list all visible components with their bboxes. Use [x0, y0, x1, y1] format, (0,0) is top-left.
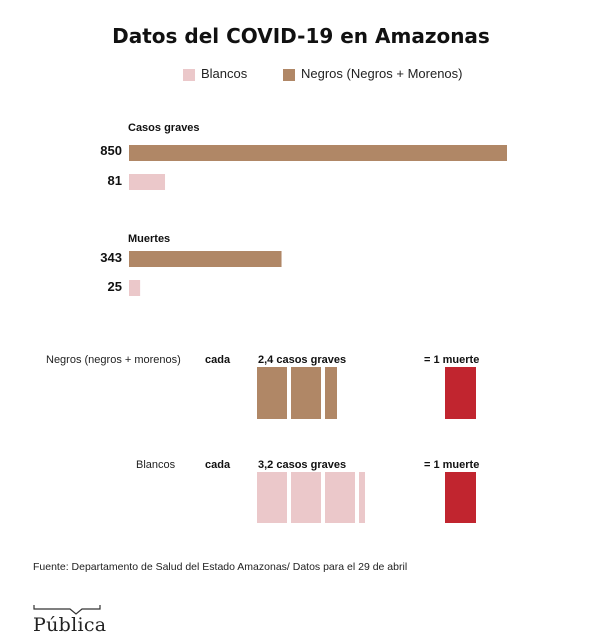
- death-unit-negros: [445, 367, 476, 419]
- case-unit-negros: [291, 367, 321, 419]
- case-unit-blancos: [325, 472, 355, 523]
- bar-label-muertes-blancos: 25: [107, 279, 122, 294]
- legend-label-blancos: Blancos: [201, 66, 248, 81]
- chart-title: Datos del COVID-19 en Amazonas: [112, 24, 490, 48]
- ratio-cases-label-blancos: 3,2 casos graves: [258, 459, 347, 471]
- bar-muertes-blancos: [129, 280, 141, 296]
- logo-bracket-icon: [33, 605, 101, 615]
- case-unit-negros: [257, 367, 287, 419]
- death-unit-blancos: [445, 472, 476, 523]
- legend-label-negros: Negros (Negros + Morenos): [301, 66, 463, 81]
- legend-swatch-negros: [283, 69, 295, 81]
- ratio-cases-label-negros: 2,4 casos graves: [258, 354, 347, 366]
- bar-label-muertes-negros: 343: [100, 250, 122, 265]
- bar-label-casos-blancos: 81: [107, 173, 122, 188]
- ratio-group-negros: Negros (negros + morenos): [46, 354, 181, 366]
- ratio-group-blancos: Blancos: [136, 459, 176, 471]
- publica-logo: Pública: [33, 614, 107, 636]
- case-unit-blancos: [291, 472, 321, 523]
- ratio-word-blancos: cada: [205, 459, 231, 471]
- section-title-casos-graves: Casos graves: [128, 122, 200, 134]
- section-title-muertes: Muertes: [128, 233, 171, 245]
- ratio-equals-label-blancos: = 1 muerte: [424, 459, 480, 471]
- case-unit-blancos: [257, 472, 287, 523]
- ratio-word-negros: cada: [205, 354, 231, 366]
- case-unit-partial-negros: [325, 367, 337, 419]
- legend-swatch-blancos: [183, 69, 195, 81]
- ratio-equals-label-negros: = 1 muerte: [424, 354, 480, 366]
- bar-casos-negros: [129, 145, 507, 161]
- bar-casos-blancos: [129, 174, 166, 190]
- source-note: Fuente: Departamento de Salud del Estado…: [33, 561, 408, 573]
- bar-muertes-negros: [129, 251, 282, 267]
- case-unit-partial-blancos: [359, 472, 365, 523]
- bar-label-casos-negros: 850: [100, 143, 122, 158]
